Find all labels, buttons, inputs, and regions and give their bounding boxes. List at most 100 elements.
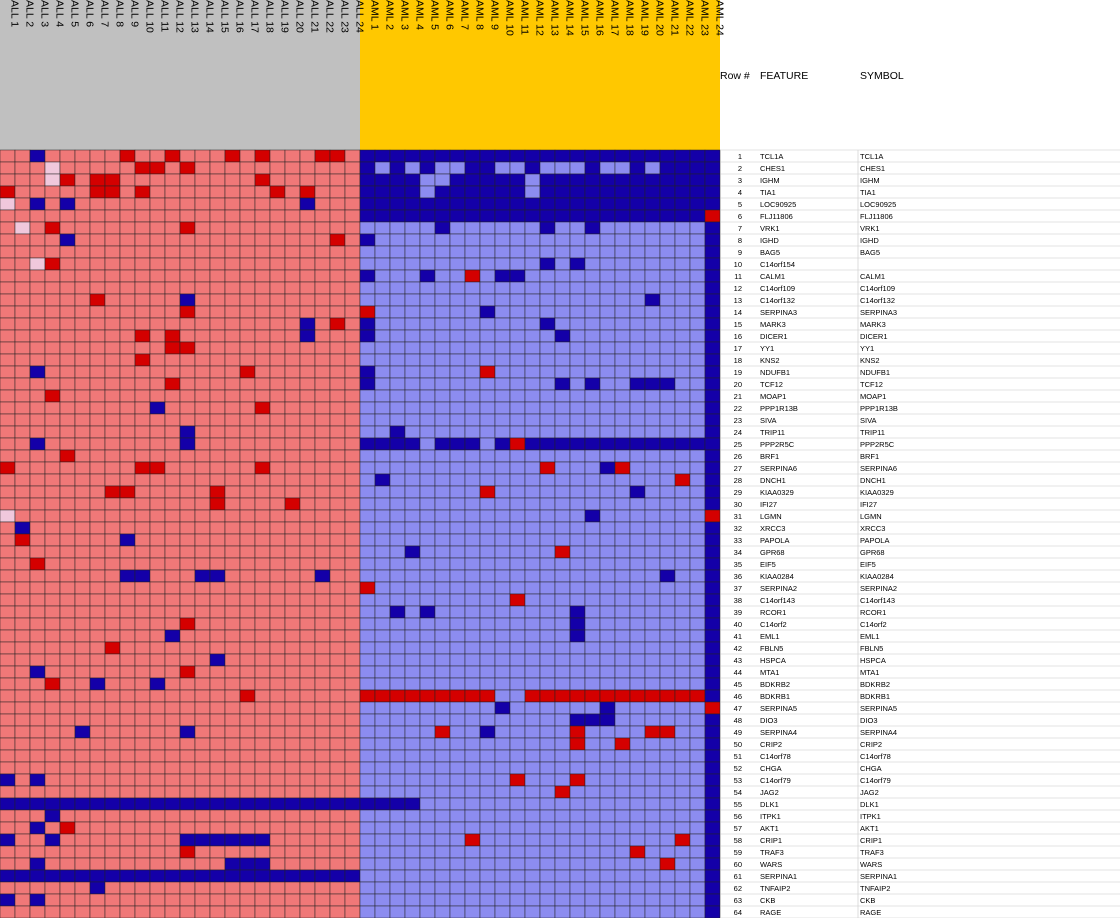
heatmap-cell <box>509 317 526 331</box>
heatmap-cell <box>0 269 16 283</box>
heatmap-cell <box>344 185 361 199</box>
heatmap-cell <box>494 629 511 643</box>
row-number: 24 <box>734 428 742 437</box>
heatmap-cell <box>704 293 721 307</box>
heatmap-cell <box>644 173 661 187</box>
heatmap-cell <box>479 881 496 895</box>
heatmap-cell <box>539 581 556 595</box>
heatmap-cell <box>419 293 436 307</box>
heatmap-cell <box>674 305 691 319</box>
heatmap-cell <box>614 821 631 835</box>
heatmap-cell <box>269 197 286 211</box>
heatmap-cell <box>29 257 46 271</box>
heatmap-cell <box>89 221 106 235</box>
heatmap-cell <box>104 593 121 607</box>
row-number: 42 <box>734 644 742 653</box>
heatmap-cell <box>179 413 196 427</box>
heatmap-cell <box>29 881 46 895</box>
heatmap-cell <box>314 305 331 319</box>
heatmap-cell <box>209 269 226 283</box>
symbol-label: TNFAIP2 <box>860 884 890 893</box>
heatmap-cell <box>629 293 646 307</box>
heatmap-cell <box>299 809 316 823</box>
heatmap-cell <box>419 725 436 739</box>
heatmap-cell <box>584 293 601 307</box>
heatmap-cell <box>374 761 391 775</box>
heatmap-cell <box>509 677 526 691</box>
symbol-label: BDKRB1 <box>860 692 890 701</box>
heatmap-cell <box>434 401 451 415</box>
heatmap-cell <box>179 317 196 331</box>
heatmap-cell <box>374 509 391 523</box>
heatmap-cell <box>599 221 616 235</box>
heatmap-cell <box>689 329 706 343</box>
heatmap-cell <box>0 221 16 235</box>
heatmap-cell <box>389 857 406 871</box>
heatmap-cell <box>344 233 361 247</box>
heatmap-cell <box>194 713 211 727</box>
heatmap-cell <box>149 689 166 703</box>
heatmap-cell <box>704 233 721 247</box>
heatmap-cell <box>509 617 526 631</box>
heatmap-cell <box>314 509 331 523</box>
column-label: ALL 16 <box>234 0 246 33</box>
row-number: 46 <box>734 692 742 701</box>
heatmap-cell <box>539 209 556 223</box>
feature-label: TCF12 <box>760 380 783 389</box>
heatmap-cell <box>404 617 421 631</box>
heatmap-cell <box>569 785 586 799</box>
heatmap-cell <box>59 269 76 283</box>
heatmap-cell <box>314 257 331 271</box>
heatmap-cell <box>344 401 361 415</box>
heatmap-cell <box>584 197 601 211</box>
heatmap-cell <box>569 377 586 391</box>
heatmap-cell <box>614 341 631 355</box>
heatmap-cell <box>389 425 406 439</box>
heatmap-cell <box>359 737 376 751</box>
heatmap-cell <box>644 197 661 211</box>
feature-label: CHGA <box>760 764 782 773</box>
heatmap-cell <box>149 197 166 211</box>
heatmap-cell <box>404 869 421 883</box>
heatmap-cell <box>314 365 331 379</box>
heatmap-cell <box>74 821 91 835</box>
heatmap-cell <box>44 257 61 271</box>
heatmap-cell <box>0 425 16 439</box>
heatmap-cell <box>569 533 586 547</box>
column-label: ALL 1 <box>9 0 21 27</box>
heatmap-cell <box>404 581 421 595</box>
heatmap-cell <box>464 437 481 451</box>
heatmap-cell <box>419 797 436 811</box>
heatmap-cell <box>539 665 556 679</box>
heatmap-cell <box>239 773 256 787</box>
heatmap-cell <box>464 209 481 223</box>
heatmap-cell <box>659 617 676 631</box>
heatmap-cell <box>29 581 46 595</box>
heatmap-cell <box>449 509 466 523</box>
heatmap-cell <box>209 245 226 259</box>
heatmap-cell <box>119 197 136 211</box>
feature-label: CALM1 <box>760 272 785 281</box>
heatmap-cell <box>659 701 676 715</box>
heatmap-cell <box>479 185 496 199</box>
heatmap-cell <box>599 881 616 895</box>
heatmap-cell <box>59 161 76 175</box>
heatmap-cell <box>0 713 16 727</box>
heatmap-cell <box>434 437 451 451</box>
heatmap-cell <box>164 161 181 175</box>
heatmap-cell <box>449 425 466 439</box>
heatmap-cell <box>209 617 226 631</box>
heatmap-cell <box>29 449 46 463</box>
heatmap-cell <box>314 185 331 199</box>
heatmap-cell <box>689 485 706 499</box>
heatmap-cell <box>209 401 226 415</box>
heatmap-cell <box>389 245 406 259</box>
heatmap-cell <box>704 665 721 679</box>
heatmap-cell <box>14 797 31 811</box>
heatmap-cell <box>389 797 406 811</box>
heatmap-cell <box>404 725 421 739</box>
feature-label: FBLN5 <box>760 644 783 653</box>
heatmap-cell <box>374 737 391 751</box>
heatmap-cell <box>509 425 526 439</box>
heatmap-cell <box>554 473 571 487</box>
